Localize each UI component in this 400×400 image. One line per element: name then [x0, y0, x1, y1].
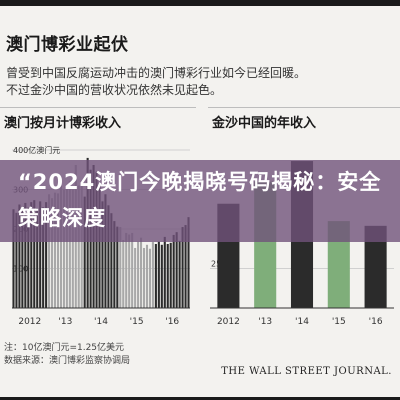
bar-monthly-revenue: [36, 208, 39, 308]
bar-monthly-revenue: [116, 226, 119, 308]
bar-monthly-revenue: [80, 180, 83, 308]
x-tick-label: '14: [94, 317, 108, 327]
bar-monthly-revenue: [15, 212, 18, 308]
subtitle-line-1: 曾受到中国反腐运动冲击的澳门博彩行业如今已经回暖。: [6, 66, 307, 80]
bar-monthly-revenue: [77, 185, 80, 308]
bar-monthly-revenue: [172, 234, 175, 308]
source-note: 数据来源：澳门博彩监察协调局: [4, 356, 131, 366]
bar-monthly-revenue: [181, 227, 184, 308]
bar-monthly-revenue: [24, 202, 27, 308]
bar-monthly-revenue: [65, 185, 68, 308]
bar-monthly-revenue: [18, 204, 21, 308]
bar-monthly-revenue: [113, 221, 116, 308]
y-tick-label: 25: [211, 260, 221, 269]
x-tick-label: '16: [369, 317, 383, 327]
bar-annual-revenue: [364, 225, 387, 308]
x-tick-label: '15: [130, 317, 144, 327]
bar-monthly-revenue: [140, 237, 143, 308]
panel-title-annual: 金沙中国的年收入: [212, 116, 317, 131]
bar-monthly-revenue: [42, 207, 45, 308]
bar-monthly-revenue: [71, 189, 74, 308]
bar-monthly-revenue: [169, 242, 172, 308]
bar-monthly-revenue: [166, 244, 169, 308]
panel-rule-right: [208, 107, 400, 108]
page-title: 澳门博彩业起伏: [6, 35, 129, 55]
bar-monthly-revenue: [131, 232, 134, 308]
bar-monthly-revenue: [154, 244, 157, 308]
bar-monthly-revenue: [12, 209, 15, 308]
bar-monthly-revenue: [175, 232, 178, 308]
bar-monthly-revenue: [104, 194, 107, 308]
bar-monthly-revenue: [51, 198, 54, 308]
bar-monthly-revenue: [142, 247, 146, 308]
bar-monthly-revenue: [39, 201, 42, 308]
x-tick-label: '16: [165, 317, 179, 327]
x-tick-label: 2012: [18, 317, 41, 327]
bar-monthly-revenue: [62, 189, 65, 308]
wsj-logo: THE WALL STREET JOURNAL.: [221, 366, 392, 377]
overlay-banner-text: “2024澳门今晚揭晓号码揭秘：安全策略深度: [18, 170, 382, 230]
y-tick-label: 400亿澳门元: [13, 145, 60, 155]
x-tick-label: '15: [332, 317, 346, 327]
bar-monthly-revenue: [145, 244, 149, 308]
panel-title-monthly: 澳门按月计博彩收入: [4, 116, 122, 131]
x-tick-label: '14: [295, 317, 309, 327]
bar-monthly-revenue: [107, 205, 110, 308]
panel-rule-left: [0, 107, 196, 108]
x-tick-label: 2012: [217, 317, 240, 327]
bar-annual-revenue: [327, 221, 350, 308]
bar-monthly-revenue: [56, 193, 60, 308]
bar-monthly-revenue: [125, 232, 128, 308]
bar-monthly-revenue: [122, 240, 125, 308]
overlay-banner: “2024澳门今晚揭晓号码揭秘：安全策略深度: [0, 160, 400, 242]
bar-monthly-revenue: [27, 207, 30, 308]
bar-monthly-revenue: [160, 244, 163, 308]
bar-monthly-revenue: [151, 242, 154, 308]
bar-monthly-revenue: [128, 234, 131, 308]
bar-monthly-revenue: [53, 192, 57, 308]
bar-monthly-revenue: [157, 241, 160, 308]
bar-monthly-revenue: [110, 213, 113, 308]
bar-monthly-revenue: [83, 196, 86, 308]
bar-monthly-revenue: [30, 202, 33, 308]
bottom-bar: [0, 397, 400, 400]
subtitle-line-2: 不过金沙中国的营收状况依然未见起色。: [6, 83, 223, 97]
bar-monthly-revenue: [178, 240, 181, 308]
bar-monthly-revenue: [101, 201, 104, 308]
bar-monthly-revenue: [184, 225, 187, 308]
y-tick-label: 100: [13, 265, 28, 274]
bar-monthly-revenue: [48, 194, 51, 308]
bar-monthly-revenue: [59, 185, 62, 308]
bar-monthly-revenue: [163, 236, 166, 308]
bar-monthly-revenue: [148, 248, 151, 308]
bar-monthly-revenue: [137, 241, 140, 308]
bar-monthly-revenue: [119, 227, 122, 308]
bar-monthly-revenue: [134, 247, 137, 308]
bar-monthly-revenue: [68, 180, 71, 308]
unit-note: 注：10亿澳门元=1.25亿美元: [4, 343, 125, 353]
bar-monthly-revenue: [33, 200, 36, 308]
x-tick-label: '13: [258, 317, 272, 327]
bar-monthly-revenue: [98, 183, 101, 308]
bar-monthly-revenue: [21, 206, 24, 308]
top-bar: [0, 0, 400, 6]
x-tick-label: '13: [58, 317, 72, 327]
bar-monthly-revenue: [187, 217, 190, 308]
bar-monthly-revenue: [45, 202, 48, 308]
